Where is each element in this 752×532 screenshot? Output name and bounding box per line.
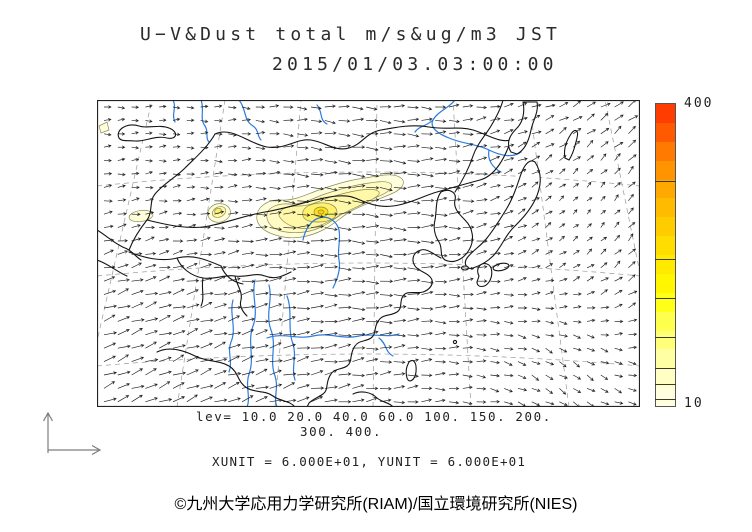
plot-datetime: 2015/01/03.03:00:00: [272, 54, 558, 75]
dust-cell-weak: [128, 209, 154, 223]
colorbar-band: [656, 330, 675, 350]
wind-vectors: [103, 100, 639, 407]
korea-peninsula: [433, 189, 474, 263]
colorbar-band: [656, 387, 675, 406]
wind-arrow-field: [103, 100, 639, 407]
lake-nw: [117, 124, 177, 142]
colorbar-band: [656, 141, 675, 161]
colorbar: [655, 103, 676, 407]
colorbar-band: [656, 236, 675, 255]
colorbar-band: [656, 368, 675, 388]
colorbar-band: [656, 122, 675, 142]
dust-plume-core-max: [317, 209, 325, 215]
colorbar-band: [656, 160, 675, 180]
small-island: [452, 339, 458, 345]
map-frame: [97, 100, 640, 407]
hokkaido: [508, 101, 538, 155]
contour-levels-line2: 300. 400.: [300, 424, 383, 439]
colorbar-tick: [655, 258, 676, 260]
dust-contours: [98, 121, 404, 239]
colorbar-max-label: 400: [684, 96, 714, 111]
colorbar-band: [656, 198, 675, 218]
colorbar-band: [656, 292, 675, 312]
plot-title: U−V&Dust total m/s&ug/m3 JST: [140, 24, 562, 45]
colorbar-band: [656, 273, 675, 293]
colorbar-tick: [655, 383, 676, 385]
map-canvas: [97, 100, 640, 407]
colorbar-tick: [655, 336, 676, 338]
colorbar-band: [656, 179, 675, 199]
colorbar-band: [656, 349, 675, 369]
taiwan: [405, 359, 417, 382]
axis-arrows-icon: [42, 411, 102, 456]
colorbar-band: [656, 217, 675, 237]
contour-levels-line1: lev= 10.0 20.0 40.0 60.0 100. 150. 200.: [196, 409, 552, 424]
dust-patch-nw: [98, 121, 110, 134]
colorbar-tick: [655, 368, 676, 370]
colorbar-band: [656, 311, 675, 331]
colorbar-min-label: 10: [684, 396, 704, 411]
colorbar-tick: [655, 297, 676, 299]
credit-line: ©九州大学応用力学研究所(RIAM)/国立環境研究所(NIES): [174, 496, 578, 513]
colorbar-band: [656, 255, 675, 274]
kyushu: [476, 263, 493, 288]
coastlines-borders: [97, 100, 579, 407]
vector-units-line: XUNIT = 6.000E+01, YUNIT = 6.000E+01: [212, 454, 527, 469]
colorbar-tick: [655, 180, 676, 182]
colorbar-band: [656, 104, 675, 123]
colorbar-tick: [655, 399, 676, 401]
honshu: [464, 160, 541, 269]
map-panel: [97, 100, 640, 407]
